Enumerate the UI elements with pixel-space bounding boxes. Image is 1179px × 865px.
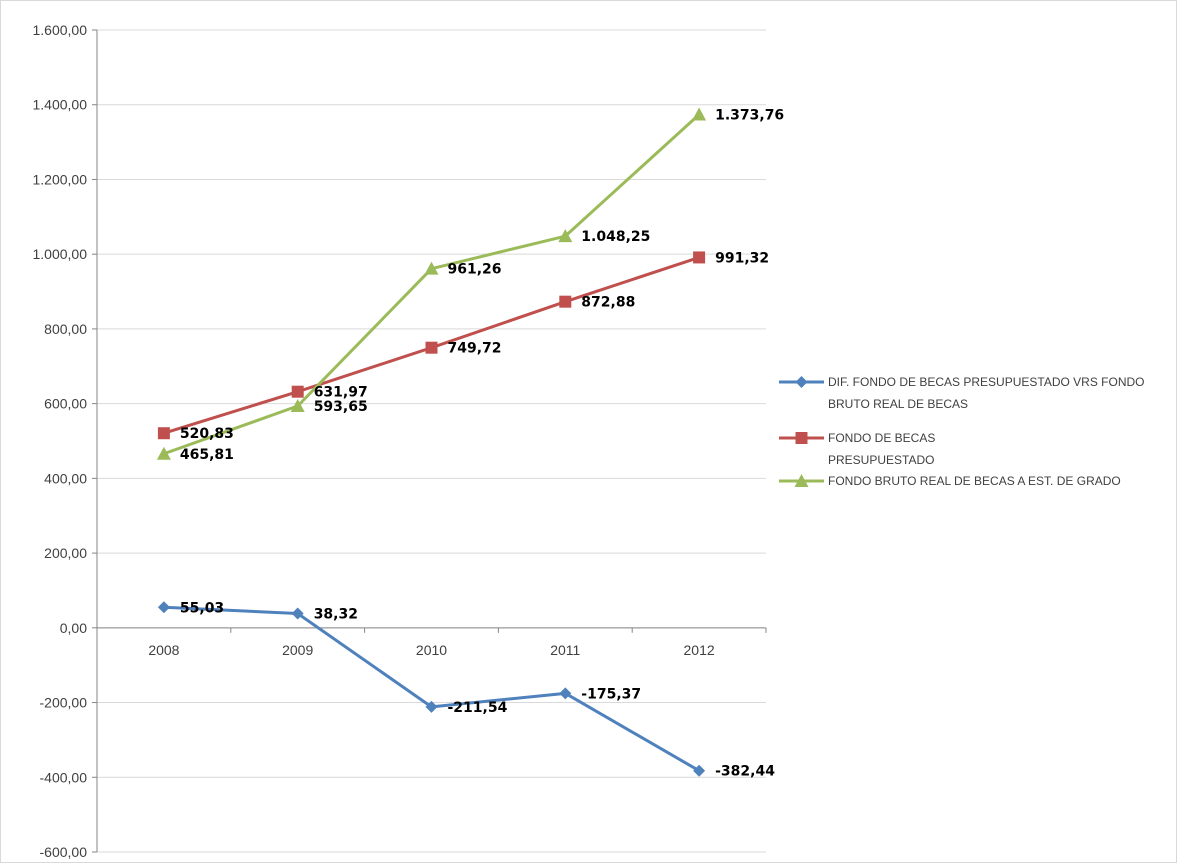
data-point-triangle bbox=[794, 474, 809, 487]
data-point-triangle bbox=[290, 399, 305, 413]
gridlines bbox=[97, 29, 766, 853]
data-label: 520,83 bbox=[180, 426, 234, 442]
y-tick-label: 1.000,00 bbox=[33, 246, 88, 262]
data-point-diamond bbox=[559, 687, 572, 700]
data-point-diamond bbox=[425, 700, 438, 713]
y-tick-label: -600,00 bbox=[40, 844, 88, 860]
legend-item: FONDO BRUTO REAL DE BECAS A EST. DE GRAD… bbox=[779, 474, 1121, 488]
data-label: 991,32 bbox=[715, 250, 769, 266]
data-point-square bbox=[693, 251, 706, 264]
series-lines bbox=[156, 107, 707, 777]
y-tick-label: 1.600,00 bbox=[33, 22, 88, 38]
series-1 bbox=[157, 601, 706, 777]
y-tick-label: 800,00 bbox=[44, 321, 87, 337]
data-point-square bbox=[795, 432, 808, 444]
data-point-triangle bbox=[156, 446, 171, 460]
data-point-diamond bbox=[157, 601, 170, 614]
y-tick-label: 0,00 bbox=[60, 620, 87, 636]
data-label: 872,88 bbox=[581, 295, 635, 311]
data-point-triangle bbox=[424, 261, 439, 275]
y-tick-label: 1.400,00 bbox=[33, 97, 88, 113]
legend-item: DIF. FONDO DE BECAS PRESUPUESTADO VRS FO… bbox=[779, 375, 1145, 411]
y-tick-label: -200,00 bbox=[40, 695, 88, 711]
x-tick-label: 2009 bbox=[282, 642, 313, 658]
y-tick-label: 200,00 bbox=[44, 545, 87, 561]
data-label: 631,97 bbox=[314, 385, 368, 401]
y-tick-label: 400,00 bbox=[44, 470, 87, 486]
data-label: -175,37 bbox=[581, 686, 641, 702]
data-label: 465,81 bbox=[180, 447, 234, 463]
y-tick-label: 600,00 bbox=[44, 396, 87, 412]
data-point-square bbox=[291, 385, 304, 398]
legend-label: FONDO BRUTO REAL DE BECAS A EST. DE GRAD… bbox=[828, 474, 1121, 488]
axes: -600,00 -400,00 -200,00 0,00 200,00 400,00 600… bbox=[33, 22, 767, 860]
data-point-diamond bbox=[693, 764, 706, 777]
legend-item: FONDO DE BECAS PRESUPUESTADO bbox=[779, 431, 935, 467]
x-tick-label: 2012 bbox=[684, 642, 715, 658]
y-tick-label: -400,00 bbox=[40, 769, 88, 785]
data-point-square bbox=[157, 427, 170, 440]
data-point-triangle bbox=[558, 229, 573, 243]
data-label: 55,03 bbox=[180, 600, 224, 616]
data-label: 1.373,76 bbox=[715, 108, 784, 124]
y-tick-label: 1.200,00 bbox=[33, 171, 88, 187]
data-point-square bbox=[425, 341, 438, 354]
data-label: -211,54 bbox=[448, 700, 508, 716]
data-labels: 55,03 38,32 -211,54 -175,37 -382,44 520,83 631… bbox=[180, 108, 784, 780]
series-3 bbox=[156, 107, 707, 460]
data-label: 1.048,25 bbox=[581, 229, 650, 245]
x-tick-label: 2011 bbox=[550, 642, 580, 658]
data-point-triangle bbox=[692, 107, 707, 121]
data-label: 593,65 bbox=[314, 399, 368, 415]
data-label: -382,44 bbox=[715, 764, 775, 780]
data-label: 961,26 bbox=[448, 262, 502, 278]
data-point-diamond bbox=[795, 376, 808, 388]
legend: DIF. FONDO DE BECAS PRESUPUESTADO VRS FO… bbox=[779, 375, 1145, 488]
legend-label: BRUTO REAL DE BECAS bbox=[828, 397, 968, 411]
data-point-diamond bbox=[291, 607, 304, 620]
data-label: 749,72 bbox=[448, 341, 502, 357]
x-tick-label: 2010 bbox=[416, 642, 447, 658]
legend-label: DIF. FONDO DE BECAS PRESUPUESTADO VRS FO… bbox=[828, 375, 1145, 389]
x-tick-label: 2008 bbox=[148, 642, 179, 658]
series-2 bbox=[157, 251, 706, 440]
legend-label: PRESUPUESTADO bbox=[828, 453, 934, 467]
data-label: 38,32 bbox=[314, 607, 358, 623]
data-point-square bbox=[559, 295, 572, 308]
legend-label: FONDO DE BECAS bbox=[828, 431, 935, 445]
